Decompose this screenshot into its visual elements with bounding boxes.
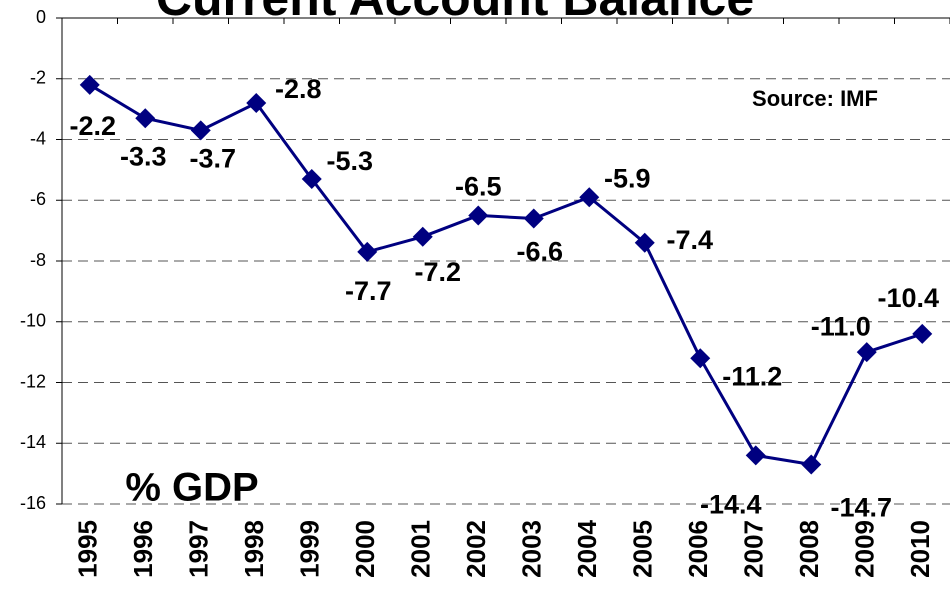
data-label: -7.4	[666, 225, 713, 255]
data-label: -7.2	[414, 257, 461, 287]
unit-note: % GDP	[125, 466, 258, 510]
marker	[856, 342, 877, 363]
x-tick-label: 1996	[128, 520, 158, 578]
x-tick-label: 2007	[739, 520, 769, 578]
x-tick-label: 1997	[184, 520, 214, 578]
x-tick-label: 2001	[406, 520, 436, 578]
x-tick-label: 1999	[295, 520, 325, 578]
marker	[523, 208, 544, 229]
x-tick-label: 1995	[73, 520, 103, 578]
x-tick-label: 2003	[517, 520, 547, 578]
marker	[801, 454, 822, 475]
x-tick-label: 2009	[850, 520, 880, 578]
marker	[912, 323, 933, 344]
marker	[634, 232, 655, 253]
x-tick-label: 2008	[794, 520, 824, 578]
marker	[79, 74, 100, 95]
marker	[690, 348, 711, 369]
x-tick-label: 2004	[572, 519, 602, 577]
data-label: -3.3	[120, 141, 167, 171]
y-tick-label: -6	[30, 189, 46, 209]
marker	[579, 187, 600, 208]
x-tick-label: 2002	[461, 520, 491, 578]
marker	[745, 445, 766, 466]
x-tick-label: 2000	[350, 520, 380, 578]
y-tick-label: -12	[20, 371, 46, 391]
source-note: Source: IMF	[752, 86, 878, 111]
x-tick-label: 2005	[628, 520, 658, 578]
data-label: -14.7	[830, 493, 892, 523]
marker	[301, 168, 322, 189]
data-label: -5.9	[604, 163, 651, 193]
marker	[357, 241, 378, 262]
y-tick-label: 0	[36, 7, 46, 27]
data-label: -2.2	[69, 111, 116, 141]
data-label: -14.4	[700, 490, 762, 520]
data-label: -10.4	[877, 283, 939, 313]
data-label: -11.2	[722, 361, 782, 391]
x-tick-label: 2010	[905, 520, 935, 578]
marker	[246, 93, 267, 114]
data-label: -6.5	[455, 172, 502, 202]
y-tick-label: -4	[30, 128, 46, 148]
data-label: -6.6	[516, 237, 563, 267]
y-tick-label: -14	[20, 432, 46, 452]
data-label: -3.7	[189, 144, 236, 174]
chart-title: Current Account Balance	[156, 0, 754, 26]
x-tick-label: 1998	[239, 520, 269, 578]
marker	[468, 205, 489, 226]
x-tick-label: 2006	[683, 520, 713, 578]
marker	[412, 226, 433, 247]
y-tick-label: -8	[30, 250, 46, 270]
y-tick-label: -10	[20, 311, 46, 331]
data-label: -5.3	[326, 146, 373, 176]
line	[88, 83, 923, 467]
marker	[190, 120, 211, 141]
data-label: -11.0	[811, 311, 871, 341]
y-tick-label: -16	[20, 493, 46, 513]
data-label: -2.8	[275, 74, 322, 104]
marker	[135, 108, 156, 129]
y-tick-label: -2	[30, 68, 46, 88]
data-label: -7.7	[345, 276, 392, 306]
